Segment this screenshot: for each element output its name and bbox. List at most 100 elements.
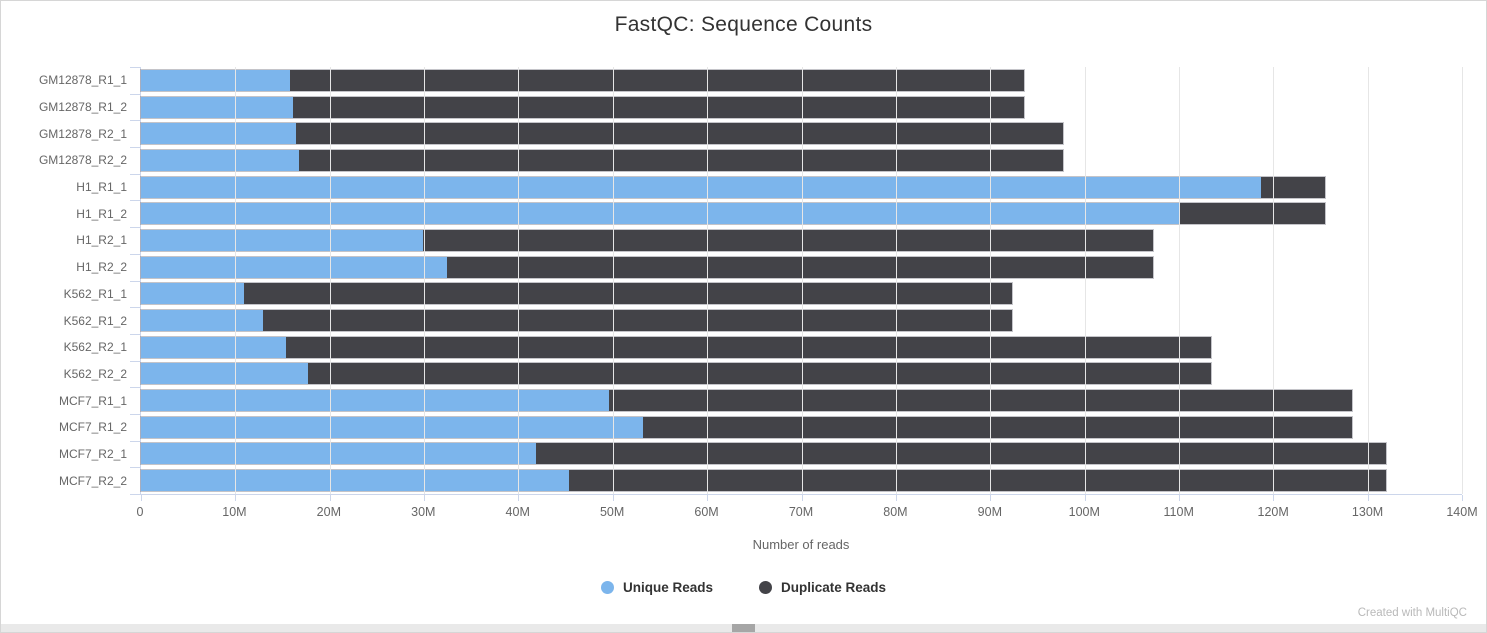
- gridline-80M: [895, 67, 897, 494]
- bar-row-GM12878_R1_2: GM12878_R1_2: [39, 94, 1462, 121]
- y-axis-label-H1_R1_1: H1_R1_1: [76, 180, 127, 195]
- bar-row-H1_R2_1: H1_R2_1: [76, 227, 1462, 254]
- x-axis-tick-10M: [235, 495, 237, 501]
- x-tick-label-40M: 40M: [505, 505, 530, 519]
- bar-segment-duplicate-reads-GM12878_R2_1[interactable]: [295, 123, 1063, 145]
- gridline-30M: [424, 67, 426, 494]
- bar-segment-unique-reads-MCF7_R2_1[interactable]: [141, 443, 537, 465]
- bar-segment-unique-reads-GM12878_R1_1[interactable]: [141, 69, 291, 91]
- bar-segment-unique-reads-K562_R2_2[interactable]: [141, 363, 308, 385]
- bar-segment-duplicate-reads-GM12878_R2_2[interactable]: [298, 149, 1063, 171]
- x-axis-tick-80M: [895, 495, 897, 501]
- stacked-bar-MCF7_R1_1[interactable]: [141, 390, 1352, 412]
- bar-segment-duplicate-reads-K562_R2_1[interactable]: [286, 336, 1211, 358]
- bar-segment-duplicate-reads-GM12878_R1_1[interactable]: [290, 69, 1025, 91]
- stacked-bar-K562_R1_2[interactable]: [141, 310, 1012, 332]
- bar-segment-duplicate-reads-MCF7_R1_2[interactable]: [642, 416, 1352, 438]
- stacked-bar-GM12878_R1_1[interactable]: [141, 69, 1025, 91]
- stacked-bar-H1_R2_1[interactable]: [141, 229, 1154, 251]
- stacked-bar-GM12878_R2_1[interactable]: [141, 123, 1063, 145]
- y-axis-label-GM12878_R1_1: GM12878_R1_1: [38, 73, 127, 88]
- stacked-bar-GM12878_R1_2[interactable]: [141, 96, 1025, 118]
- bar-segment-duplicate-reads-MCF7_R2_2[interactable]: [569, 470, 1386, 492]
- y-axis-label-K562_R1_1: K562_R1_1: [63, 286, 127, 301]
- bar-segment-duplicate-reads-H1_R1_2[interactable]: [1178, 203, 1326, 225]
- bar-row-GM12878_R1_1: GM12878_R1_1: [39, 67, 1462, 94]
- bar-segment-unique-reads-K562_R1_2[interactable]: [141, 310, 263, 332]
- gridline-90M: [990, 67, 992, 494]
- x-tick-label-140M: 140M: [1446, 505, 1478, 519]
- y-axis-label-MCF7_R2_2: MCF7_R2_2: [58, 473, 127, 488]
- legend-item-unique-reads[interactable]: Unique Reads: [600, 580, 713, 595]
- bar-row-K562_R2_2: K562_R2_2: [64, 361, 1462, 388]
- bar-segment-duplicate-reads-MCF7_R2_1[interactable]: [536, 443, 1386, 465]
- bar-segment-duplicate-reads-H1_R2_2[interactable]: [446, 256, 1154, 278]
- bar-segment-unique-reads-MCF7_R2_2[interactable]: [141, 470, 570, 492]
- y-axis-label-MCF7_R1_2: MCF7_R1_2: [58, 420, 127, 435]
- stacked-bar-K562_R2_2[interactable]: [141, 363, 1211, 385]
- gridline-140M: [1462, 67, 1463, 494]
- horizontal-scrollbar[interactable]: [1, 624, 1486, 632]
- stacked-bar-K562_R1_1[interactable]: [141, 283, 1012, 305]
- gridline-60M: [707, 67, 709, 494]
- bar-segment-duplicate-reads-H1_R1_1[interactable]: [1261, 176, 1326, 198]
- legend-item-duplicate-reads[interactable]: Duplicate Reads: [758, 580, 886, 595]
- bar-rows-container: GM12878_R1_1 GM12878_R1_2 GM12878_R2_1 GM12…: [39, 67, 1462, 494]
- y-axis-tick: [130, 387, 140, 389]
- bar-row-MCF7_R2_2: MCF7_R2_2: [59, 467, 1462, 494]
- gridline-40M: [518, 67, 520, 494]
- stacked-bar-H1_R1_2[interactable]: [141, 203, 1326, 225]
- y-axis-tick: [130, 333, 140, 335]
- bar-segment-unique-reads-H1_R1_1[interactable]: [141, 176, 1261, 198]
- bar-segment-unique-reads-GM12878_R1_2[interactable]: [141, 96, 293, 118]
- x-axis-title: Number of reads: [752, 537, 850, 552]
- bar-segment-unique-reads-H1_R1_2[interactable]: [141, 203, 1179, 225]
- bar-segment-unique-reads-K562_R2_1[interactable]: [141, 336, 287, 358]
- bar-segment-duplicate-reads-K562_R1_1[interactable]: [243, 283, 1012, 305]
- gridline-100M: [1084, 67, 1086, 494]
- plot-area: GM12878_R1_1 GM12878_R1_2 GM12878_R2_1 GM12…: [39, 67, 1463, 501]
- y-axis-label-GM12878_R2_1: GM12878_R2_1: [38, 126, 127, 141]
- bar-segment-duplicate-reads-GM12878_R1_2[interactable]: [292, 96, 1025, 118]
- x-tick-label-70M: 70M: [788, 505, 814, 519]
- bar-row-K562_R2_1: K562_R2_1: [64, 334, 1462, 361]
- x-tick-label-80M: 80M: [883, 505, 908, 519]
- gridline-20M: [329, 67, 331, 494]
- y-axis-tick: [130, 120, 140, 122]
- y-axis-label-K562_R1_2: K562_R1_2: [63, 313, 127, 328]
- stacked-bar-MCF7_R2_1[interactable]: [141, 443, 1386, 465]
- bar-segment-unique-reads-K562_R1_1[interactable]: [141, 283, 244, 305]
- y-axis-tick: [130, 280, 140, 282]
- bar-row-K562_R1_1: K562_R1_1: [64, 281, 1462, 308]
- x-axis-tick-110M: [1178, 495, 1180, 501]
- stacked-bar-H1_R2_2[interactable]: [141, 256, 1154, 278]
- bar-segment-duplicate-reads-H1_R2_1[interactable]: [423, 229, 1154, 251]
- y-axis-label-H1_R1_2: H1_R1_2: [76, 206, 127, 221]
- y-axis-label-H1_R2_1: H1_R2_1: [76, 233, 127, 248]
- bar-segment-unique-reads-H1_R2_2[interactable]: [141, 256, 447, 278]
- bar-segment-unique-reads-MCF7_R1_1[interactable]: [141, 390, 609, 412]
- y-axis-tick: [130, 173, 140, 175]
- x-tick-label-30M: 30M: [411, 505, 436, 519]
- x-tick-label-60M: 60M: [694, 505, 719, 519]
- bar-segment-unique-reads-GM12878_R2_1[interactable]: [141, 123, 296, 145]
- stacked-bar-MCF7_R1_2[interactable]: [141, 416, 1352, 438]
- gridline-10M: [235, 67, 237, 494]
- bar-row-GM12878_R2_1: GM12878_R2_1: [39, 120, 1462, 147]
- stacked-bar-H1_R1_1[interactable]: [141, 176, 1326, 198]
- y-axis-tick: [130, 200, 140, 202]
- bar-segment-duplicate-reads-K562_R2_2[interactable]: [308, 363, 1211, 385]
- x-tick-label-50M: 50M: [599, 505, 625, 519]
- x-axis-tick-30M: [424, 495, 426, 501]
- bar-row-H1_R1_1: H1_R1_1: [76, 174, 1462, 201]
- stacked-bar-MCF7_R2_2[interactable]: [141, 470, 1386, 492]
- stacked-bar-GM12878_R2_2[interactable]: [141, 149, 1063, 171]
- bar-segment-unique-reads-MCF7_R1_2[interactable]: [141, 416, 643, 438]
- stacked-bar-K562_R2_1[interactable]: [141, 336, 1211, 358]
- horizontal-scrollbar-thumb[interactable]: [732, 624, 755, 632]
- gridline-50M: [612, 67, 614, 494]
- bar-segment-duplicate-reads-MCF7_R1_1[interactable]: [609, 390, 1352, 412]
- bar-segment-unique-reads-GM12878_R2_2[interactable]: [141, 149, 299, 171]
- bar-segment-duplicate-reads-K562_R1_2[interactable]: [262, 310, 1012, 332]
- bar-segment-unique-reads-H1_R2_1[interactable]: [141, 229, 424, 251]
